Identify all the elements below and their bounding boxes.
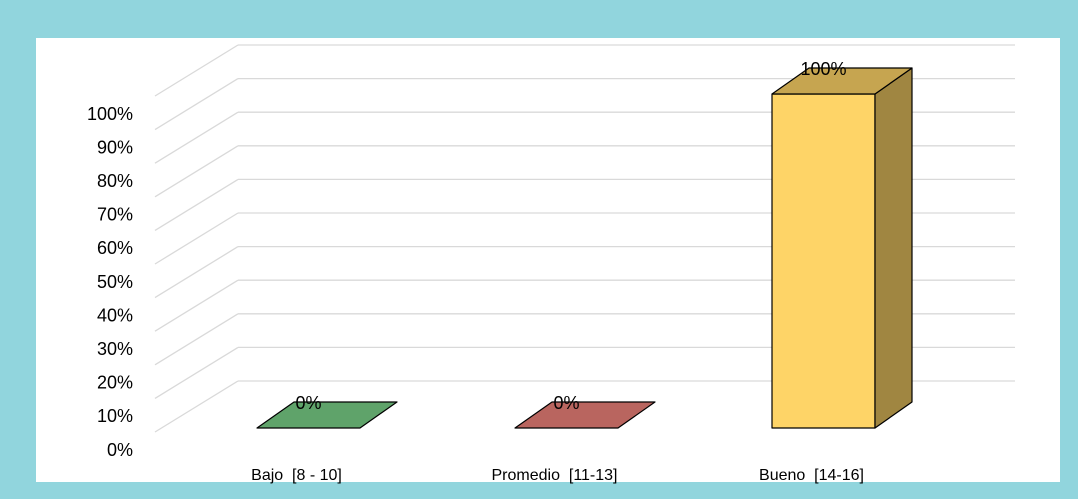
y-tick-label: 30% (97, 339, 133, 359)
y-tick-label: 10% (97, 406, 133, 426)
grid-line-side (154, 78, 239, 131)
grid-line-side (154, 380, 239, 433)
y-tick-label: 80% (97, 171, 133, 191)
y-tick-label: 60% (97, 238, 133, 258)
y-tick-label: 40% (97, 305, 133, 325)
y-tick-label: 90% (97, 137, 133, 157)
grid-line-side (154, 178, 239, 231)
grid-line-side (154, 111, 239, 164)
grid-line-side (154, 44, 239, 97)
grid-line-side (154, 212, 239, 265)
x-tick-label: Promedio [11-13] (492, 467, 618, 484)
data-label: 0% (553, 393, 579, 413)
grid-line-side (154, 346, 239, 399)
bar-top (514, 401, 656, 429)
bar-top (256, 401, 398, 429)
grid-line-side (154, 145, 239, 198)
data-label: 100% (800, 59, 846, 79)
y-tick-label: 20% (97, 373, 133, 393)
y-tick-label: 70% (97, 205, 133, 225)
x-tick-label: Bajo [8 - 10] (251, 467, 342, 484)
data-label: 0% (295, 393, 321, 413)
y-tick-label: 50% (97, 272, 133, 292)
y-tick-label: 0% (107, 440, 133, 460)
grid-line-side (154, 279, 239, 332)
x-tick-label: Bueno [14-16] (759, 467, 864, 484)
bar-side (874, 67, 913, 429)
grid-line-side (154, 313, 239, 366)
bar-top (771, 67, 913, 95)
grid-line-side (154, 246, 239, 299)
bar-front (771, 93, 876, 429)
y-tick-label: 100% (87, 104, 133, 124)
